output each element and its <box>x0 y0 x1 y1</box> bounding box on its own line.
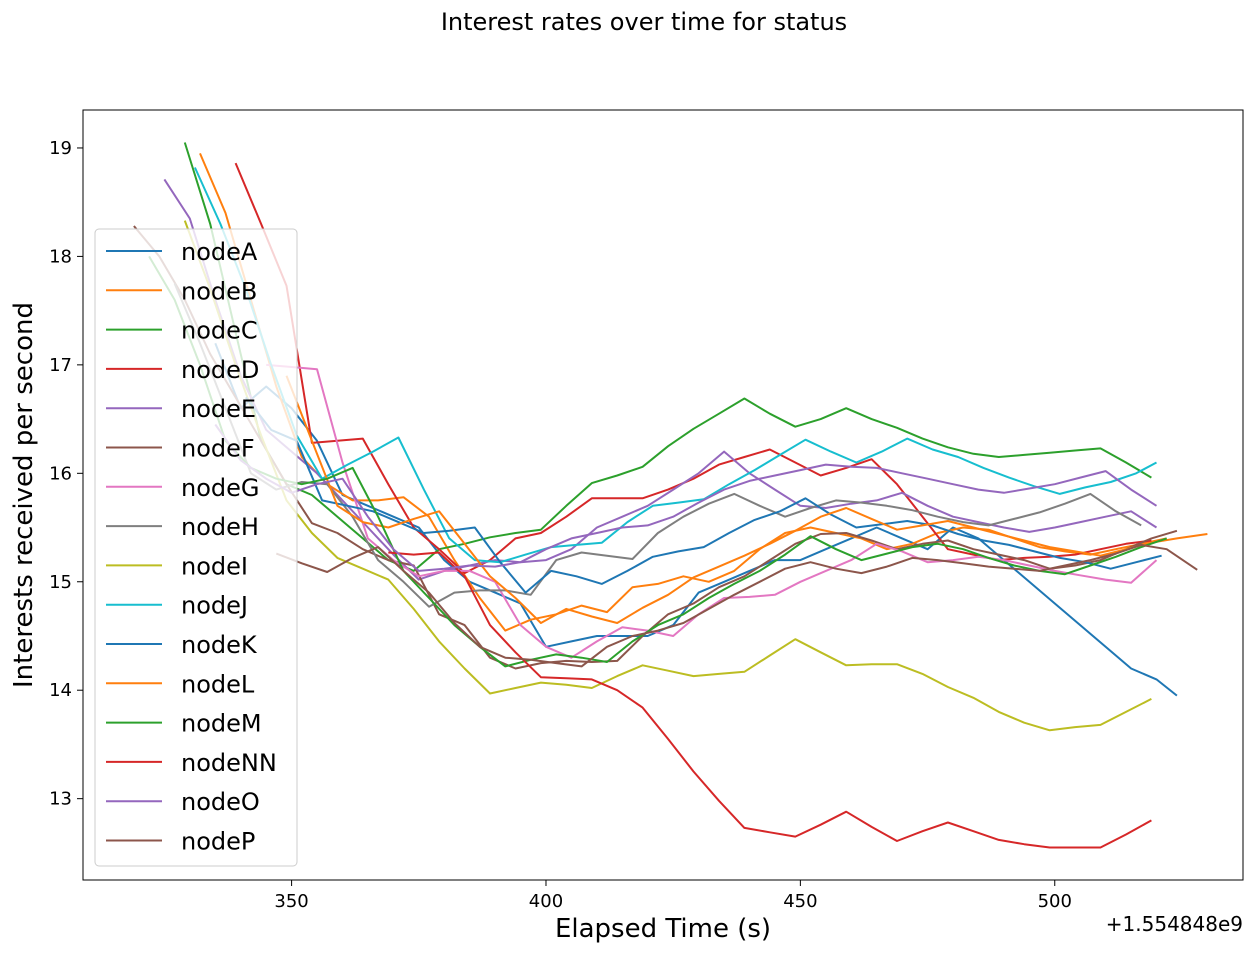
series-line-nodeG <box>266 363 1158 659</box>
series-line-nodeA <box>214 342 1178 697</box>
series-line-nodeO <box>214 423 1158 572</box>
legend-label-nodeNN: nodeNN <box>181 749 277 777</box>
legend-label-nodeG: nodeG <box>181 474 260 502</box>
series-line-nodeK <box>245 396 1162 594</box>
y-axis-label: Interests received per second <box>9 302 39 688</box>
y-tick-label: 14 <box>49 680 72 701</box>
legend-box <box>94 228 298 867</box>
x-tick-label: 400 <box>529 891 563 912</box>
legend-label-nodeF: nodeF <box>181 435 255 463</box>
legend-label-nodeP: nodeP <box>181 828 255 856</box>
legend-label-nodeA: nodeA <box>181 238 258 266</box>
plot-frame <box>82 109 1244 881</box>
series-line-nodeH <box>173 283 1142 608</box>
series-line-nodeF <box>133 225 1178 670</box>
plot-area <box>82 109 1244 881</box>
x-tick-label: 500 <box>1038 891 1072 912</box>
legend-label-nodeM: nodeM <box>181 710 262 738</box>
series-line-nodeJ <box>193 167 1157 564</box>
series-line-nodeM <box>148 255 1168 668</box>
legend-label-nodeJ: nodeJ <box>181 592 248 620</box>
series-line-nodeNN <box>388 551 1152 849</box>
y-tick-label: 17 <box>49 355 72 376</box>
legend-label-nodeD: nodeD <box>181 356 259 384</box>
y-tick-label: 19 <box>49 138 72 159</box>
y-axis-ticks: 13 14 15 16 17 18 19 <box>49 138 83 810</box>
series-line-nodeP <box>275 543 1198 668</box>
x-axis-label: Elapsed Time (s) <box>555 914 771 944</box>
y-tick-label: 18 <box>49 246 72 267</box>
y-tick-label: 16 <box>49 463 72 484</box>
legend-label-nodeB: nodeB <box>181 277 257 305</box>
chart-title: Interest rates over time for status <box>441 8 847 36</box>
legend: nodeA nodeB nodeC nodeD nodeE nodeF nodeG nodeH… <box>94 228 298 867</box>
legend-label-nodeH: nodeH <box>181 513 259 541</box>
legend-label-nodeK: nodeK <box>181 631 258 659</box>
legend-label-nodeO: nodeO <box>181 788 260 816</box>
x-axis-offset-label: +1.554848e9 <box>1106 912 1243 936</box>
legend-label-nodeI: nodeI <box>181 552 248 580</box>
x-tick-label: 450 <box>783 891 817 912</box>
legend-label-nodeC: nodeC <box>181 317 258 345</box>
series-line-nodeC <box>183 142 1152 572</box>
x-axis-ticks: 350 400 450 500 <box>274 880 1072 912</box>
legend-label-nodeE: nodeE <box>181 395 256 423</box>
y-tick-label: 15 <box>49 572 72 593</box>
y-tick-label: 13 <box>49 789 72 810</box>
x-tick-label: 350 <box>274 891 308 912</box>
legend-label-nodeL: nodeL <box>181 670 255 698</box>
series-lines <box>133 142 1208 849</box>
series-line-nodeL <box>285 375 1208 624</box>
